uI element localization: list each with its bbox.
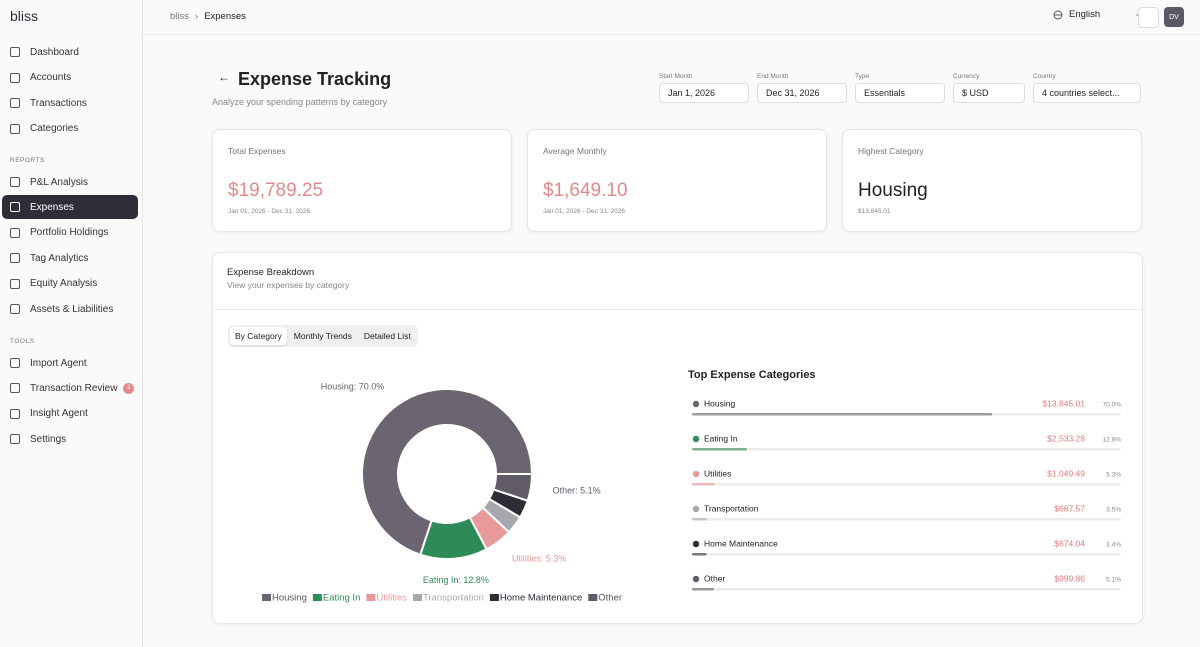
section-heading: TOOLS (10, 338, 35, 345)
stat-card: Highest Category Housing $13,845.01 (842, 129, 1142, 232)
nav-item[interactable]: P&L Analysis (2, 170, 138, 194)
nav-icon (10, 253, 20, 264)
filter-label: End Month (757, 73, 789, 80)
nav-label: Settings (30, 433, 67, 445)
nav-icon (10, 408, 20, 419)
nav-icon (10, 177, 20, 187)
stat-note: Jan 01, 2026 - Dec 31, 2026 (228, 208, 311, 215)
nav-item[interactable]: Assets & Liabilities (2, 297, 138, 321)
filter-value[interactable]: $ USD (953, 83, 1025, 103)
nav-label: Categories (30, 123, 79, 134)
tabs: By Category Monthly Trends Detailed List (228, 325, 418, 347)
filter: End Month Dec 31, 2026 (757, 73, 847, 103)
nav-item[interactable]: Categories (2, 117, 138, 141)
filter: Type Essentials (855, 73, 945, 103)
nav-label: Insight Agent (30, 408, 88, 420)
nav-icon (10, 72, 20, 83)
nav-label: Expenses (30, 201, 74, 213)
breadcrumb-root[interactable]: bliss (170, 11, 190, 22)
filter-label: Type (855, 73, 870, 80)
tab[interactable]: By Category (230, 327, 287, 345)
nav-item[interactable]: Equity Analysis (2, 272, 138, 296)
divider (213, 309, 1142, 310)
nav-label: Transactions (30, 97, 87, 109)
panel-subtitle: View your expenses by category (227, 280, 350, 290)
nav-label: Portfolio Holdings (30, 227, 109, 239)
filter-label: Country (1033, 73, 1056, 80)
nav-icon (10, 383, 20, 394)
nav-label: Accounts (30, 72, 72, 83)
nav-label: P&L Analysis (30, 176, 88, 188)
notifications[interactable] (1138, 7, 1159, 28)
tab[interactable]: Detailed List (363, 331, 411, 341)
nav-icon (10, 434, 20, 445)
filter-value[interactable]: Essentials (855, 83, 945, 103)
topbar: bliss › Expenses English DV (143, 0, 1200, 35)
nav-label: Assets & Liabilities (30, 303, 114, 315)
language-select[interactable]: English (1053, 9, 1144, 20)
breadcrumb-current: Expenses (204, 11, 246, 22)
top-categories-title: Top Expense Categories (688, 369, 816, 381)
nav-label: Equity Analysis (30, 278, 98, 290)
panel-title: Expense Breakdown (227, 267, 315, 278)
nav-item[interactable]: Import Agent (2, 351, 138, 375)
back-button[interactable]: ← (218, 70, 230, 84)
section-heading: REPORTS (10, 157, 45, 164)
nav-item[interactable]: Accounts (2, 66, 138, 90)
nav-icon (10, 358, 20, 368)
filter-value[interactable]: Jan 1, 2026 (659, 83, 749, 103)
nav-label: Transaction Review (30, 382, 118, 394)
tab[interactable]: Monthly Trends (293, 331, 352, 341)
sidebar: bliss Dashboard Accounts Transactions Categ… (0, 0, 143, 647)
page-subtitle: Analyze your spending patterns by catego… (212, 97, 388, 107)
badge: 2 (123, 382, 135, 394)
nav-label: Tag Analytics (30, 252, 89, 264)
filter-label: Currency (953, 73, 980, 80)
nav-icon (10, 98, 20, 108)
nav-item[interactable]: Portfolio Holdings (2, 221, 138, 245)
stat-label: Total Expenses (228, 146, 286, 156)
breakdown-panel: Expense Breakdown View your expenses by … (212, 252, 1143, 624)
stat-value: $19,789.25 (228, 180, 324, 201)
nav-item[interactable]: Transaction Review 2 (2, 376, 138, 400)
nav-icon (10, 304, 20, 314)
stat-note: $13,845.01 (858, 208, 891, 215)
stat-label: Highest Category (858, 146, 924, 156)
stat-value: $1,649.10 (543, 180, 628, 201)
stat-note: Jan 01, 2026 - Dec 31, 2026 (543, 208, 626, 215)
stat-label: Average Monthly (543, 146, 607, 156)
stat-card: Total Expenses $19,789.25 Jan 01, 2026 - D… (212, 129, 512, 232)
filter-value[interactable]: Dec 31, 2026 (757, 83, 847, 103)
nav-item[interactable]: Transactions (2, 91, 138, 115)
filter: Country 4 countries select... (1033, 73, 1141, 103)
nav-icon (10, 47, 20, 57)
nav-item[interactable]: Settings (2, 427, 138, 451)
filter-label: Start Month (659, 73, 693, 80)
nav-icon (10, 123, 20, 134)
nav-icon (10, 227, 20, 238)
nav-item[interactable]: Expenses (2, 195, 138, 220)
avatar[interactable]: DV (1164, 7, 1184, 27)
nav-icon (10, 278, 20, 289)
nav-label: Dashboard (30, 46, 79, 58)
filter: Currency $ USD (953, 73, 1025, 103)
language: English (1069, 9, 1101, 20)
breadcrumb-separator: › (195, 11, 199, 22)
filter: Start Month Jan 1, 2026 (659, 73, 749, 103)
stat-card: Average Monthly $1,649.10 Jan 01, 2026 - D… (527, 129, 827, 232)
nav-item[interactable]: Dashboard (2, 40, 138, 64)
brand[interactable]: bliss (10, 8, 39, 24)
page-title: Expense Tracking (238, 69, 392, 89)
nav-item[interactable]: Tag Analytics (2, 246, 138, 270)
filter-value[interactable]: 4 countries select... (1033, 83, 1141, 103)
globe-icon (1053, 10, 1063, 19)
nav-label: Import Agent (30, 357, 87, 369)
nav-item[interactable]: Insight Agent (2, 402, 138, 426)
stat-value: Housing (858, 180, 928, 201)
nav-icon (10, 202, 20, 213)
